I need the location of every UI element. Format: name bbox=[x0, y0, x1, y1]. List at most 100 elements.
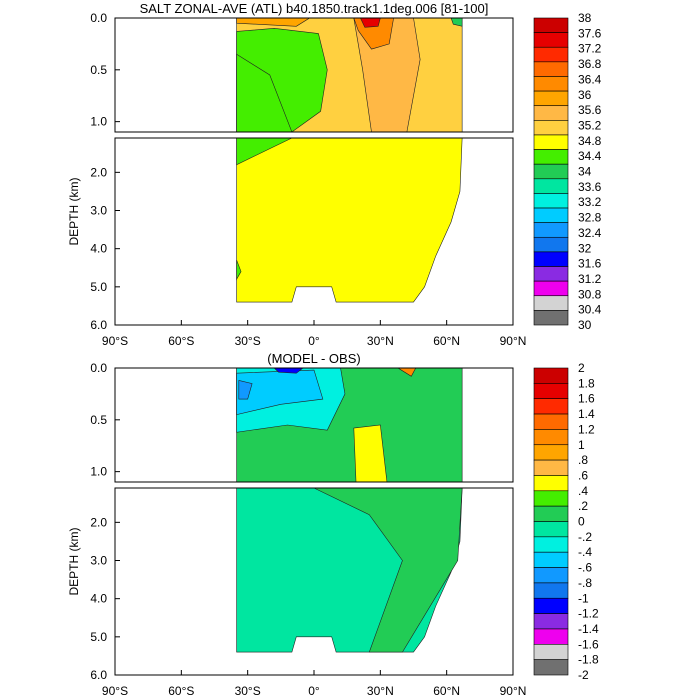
x-tick-label: 30°S bbox=[235, 334, 261, 348]
colorbar-swatch bbox=[533, 149, 569, 165]
colorbar-label: 30.8 bbox=[578, 287, 602, 301]
colorbar-swatch bbox=[533, 76, 569, 92]
colorbar-swatch bbox=[533, 475, 569, 492]
colorbar-label: 1.4 bbox=[578, 407, 595, 421]
colorbar-swatch bbox=[533, 134, 569, 150]
colorbar-swatch bbox=[533, 251, 569, 267]
colorbar-swatch bbox=[533, 105, 569, 121]
x-tick-label: 90°S bbox=[102, 334, 128, 348]
colorbar-label: 30 bbox=[578, 318, 592, 332]
colorbar-swatch bbox=[533, 90, 569, 107]
y-tick-label: 3.0 bbox=[90, 204, 107, 218]
colorbar: 3837.637.236.836.43635.635.234.834.43433… bbox=[533, 11, 602, 332]
colorbar-label: 38 bbox=[578, 11, 592, 25]
colorbar-swatch bbox=[533, 383, 569, 400]
colorbar-swatch bbox=[533, 398, 569, 415]
panel-2: (MODEL - OBS) 0.0 0.5 1.0 2.0 3.0 4.0 5.0 6.0 DEP… bbox=[67, 351, 599, 698]
colorbar: 21.81.61.41.21.8.6.4.20-.2-.4-.6-.8-1-1.… bbox=[533, 361, 599, 682]
colorbar-label: 1 bbox=[578, 438, 585, 452]
anom-field-lower-positive bbox=[313, 487, 463, 653]
colorbar-swatch bbox=[533, 490, 569, 507]
panel-1: SALT ZONAL-AVE (ATL) b40.1850.track1.1de… bbox=[67, 1, 602, 348]
colorbar-label: .4 bbox=[578, 484, 588, 498]
x-tick-label: 60°N bbox=[433, 684, 460, 698]
panel-title: (MODEL - OBS) bbox=[267, 351, 360, 366]
colorbar-swatch bbox=[533, 280, 569, 297]
colorbar-swatch bbox=[533, 193, 569, 209]
upper-frame bbox=[114, 17, 514, 133]
colorbar-label: -.8 bbox=[578, 576, 592, 590]
upper-frame bbox=[114, 367, 514, 483]
colorbar-label: .6 bbox=[578, 468, 588, 482]
colorbar-label: -1.2 bbox=[578, 607, 599, 621]
colorbar-label: 30.4 bbox=[578, 303, 602, 317]
y-tick-label: 2.0 bbox=[90, 515, 107, 529]
colorbar-swatch bbox=[533, 367, 569, 384]
colorbar-label: -.2 bbox=[578, 530, 592, 544]
x-tick-label: 60°S bbox=[168, 334, 194, 348]
y-tick-label: 0.5 bbox=[90, 413, 107, 427]
colorbar-label: -.6 bbox=[578, 561, 592, 575]
x-tick-label: 90°N bbox=[500, 684, 527, 698]
colorbar-swatch bbox=[533, 659, 569, 676]
y-tick-label: 0.0 bbox=[90, 11, 107, 25]
contour-field bbox=[236, 367, 463, 653]
colorbar-label: -1.6 bbox=[578, 637, 599, 651]
colorbar-swatch bbox=[533, 61, 569, 77]
colorbar-label: 1.6 bbox=[578, 392, 595, 406]
y-tick-label: 5.0 bbox=[90, 280, 107, 294]
y-tick-label: 5.0 bbox=[90, 630, 107, 644]
x-tick-label: 0° bbox=[308, 334, 320, 348]
y-tick-label: 4.0 bbox=[90, 242, 107, 256]
colorbar-label: 33.2 bbox=[578, 195, 602, 209]
y-tick-label: 2.0 bbox=[90, 165, 107, 179]
salt-field-lower bbox=[236, 137, 463, 303]
colorbar-swatch bbox=[533, 222, 569, 238]
y-tick-label: 0.0 bbox=[90, 361, 107, 375]
colorbar-swatch bbox=[533, 46, 569, 63]
y-tick-label: 6.0 bbox=[90, 318, 107, 332]
colorbar-swatch bbox=[533, 120, 569, 136]
colorbar-label: -1 bbox=[578, 591, 589, 605]
x-tick-label: 30°N bbox=[367, 684, 394, 698]
colorbar-swatch bbox=[533, 413, 569, 430]
x-tick-label: 90°S bbox=[102, 684, 128, 698]
colorbar-swatch bbox=[533, 582, 569, 599]
colorbar-label: 1.2 bbox=[578, 422, 595, 436]
colorbar-label: 32 bbox=[578, 241, 592, 255]
colorbar-label: 36 bbox=[578, 88, 592, 102]
colorbar-swatch bbox=[533, 521, 569, 538]
colorbar-label: -1.4 bbox=[578, 622, 599, 636]
colorbar-swatch bbox=[533, 32, 569, 48]
contour-field bbox=[236, 17, 463, 303]
colorbar-swatch bbox=[533, 536, 569, 553]
colorbar-label: 0 bbox=[578, 515, 585, 529]
colorbar-swatch bbox=[533, 643, 569, 660]
colorbar-label: 37.6 bbox=[578, 26, 602, 40]
colorbar-swatch bbox=[533, 236, 569, 253]
colorbar-label: 32.4 bbox=[578, 226, 602, 240]
colorbar-label: 35.6 bbox=[578, 103, 602, 117]
y-tick-label: 0.5 bbox=[90, 63, 107, 77]
x-tick-label: 30°N bbox=[367, 334, 394, 348]
colorbar-swatch bbox=[533, 178, 569, 194]
anom-field-fresh-core bbox=[236, 369, 324, 416]
x-tick-label: 0° bbox=[308, 684, 320, 698]
colorbar-swatch bbox=[533, 17, 569, 33]
colorbar-label: 35.2 bbox=[578, 118, 602, 132]
colorbar-swatch bbox=[533, 295, 569, 311]
colorbar-label: 36.8 bbox=[578, 57, 602, 71]
colorbar-swatch bbox=[533, 551, 569, 568]
colorbar-label: 31.2 bbox=[578, 272, 602, 286]
x-tick-label: 90°N bbox=[500, 334, 527, 348]
colorbar-swatch bbox=[533, 310, 569, 326]
x-tick-label: 60°S bbox=[168, 684, 194, 698]
colorbar-label: 36.4 bbox=[578, 72, 602, 86]
panel-title: SALT ZONAL-AVE (ATL) b40.1850.track1.1de… bbox=[140, 1, 489, 16]
colorbar-swatch bbox=[533, 597, 569, 614]
salt-field-aabw bbox=[236, 260, 242, 281]
colorbar-label: 32.8 bbox=[578, 211, 602, 225]
y-tick-label: 3.0 bbox=[90, 554, 107, 568]
colorbar-swatch bbox=[533, 163, 569, 180]
colorbar-label: 34.4 bbox=[578, 149, 602, 163]
